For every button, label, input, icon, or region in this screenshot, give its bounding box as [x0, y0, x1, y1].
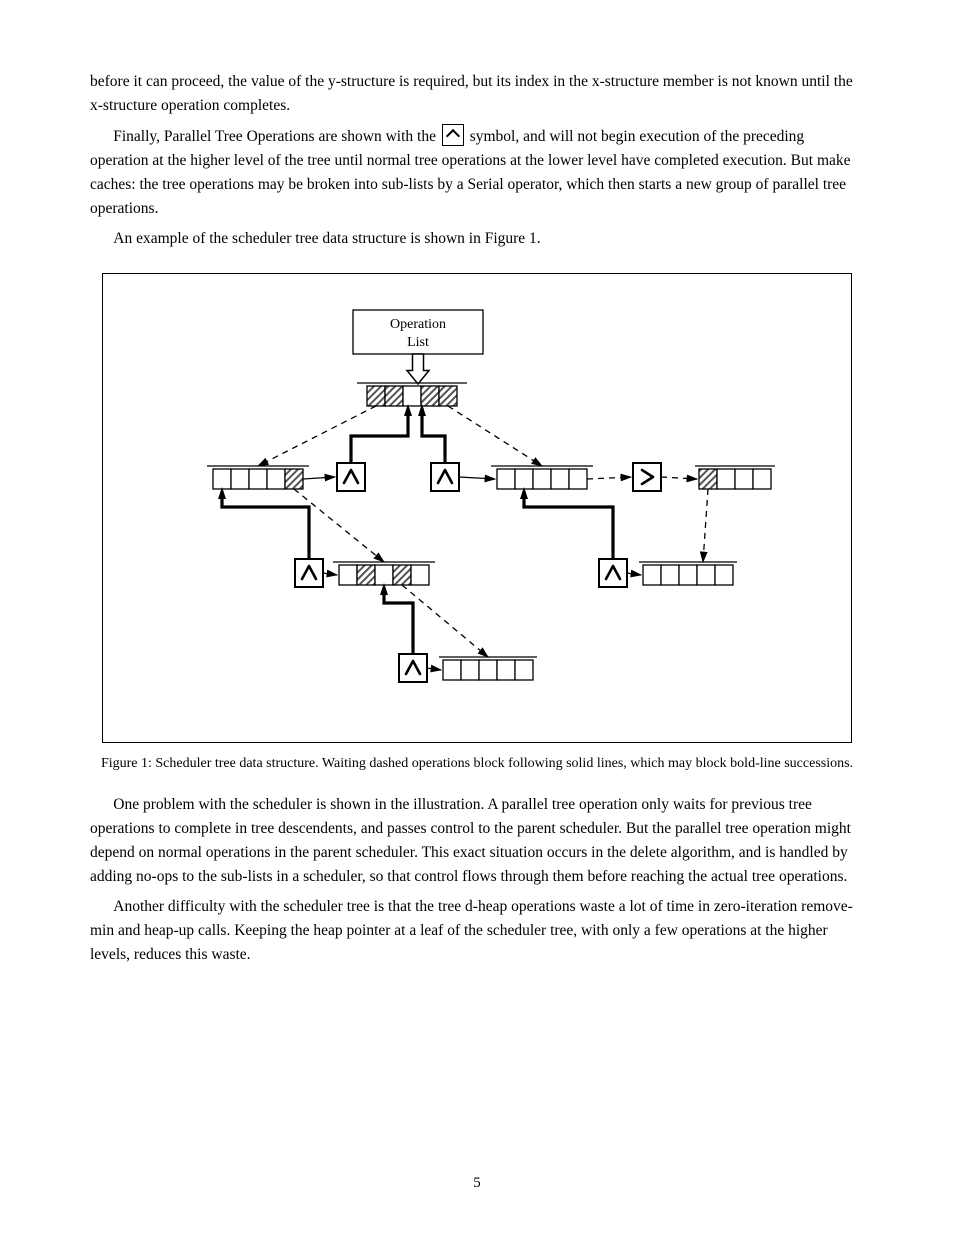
paragraph-4: One problem with the scheduler is shown …: [90, 793, 864, 889]
paragraph-3: An example of the scheduler tree data st…: [90, 227, 864, 251]
paragraph-2: Finally, Parallel Tree Operations are sh…: [90, 124, 864, 221]
figure-caption: Figure 1: Scheduler tree data structure.…: [90, 753, 864, 775]
figure-1: Operation List Figure 1: Scheduler tree d…: [90, 273, 864, 775]
svg-text:Operation: Operation: [390, 317, 446, 332]
page: before it can proceed, the value of the …: [0, 0, 954, 1235]
figure-frame: Operation List: [102, 273, 852, 743]
parallel-tree-op-icon: [442, 124, 464, 146]
p2-prefix: Finally, Parallel Tree Operations are sh…: [113, 128, 440, 145]
paragraph-1: before it can proceed, the value of the …: [90, 70, 864, 118]
paragraph-5: Another difficulty with the scheduler tr…: [90, 895, 864, 967]
svg-text:List: List: [407, 335, 429, 350]
page-number: 5: [0, 1172, 954, 1195]
diagram-svg: Operation List: [103, 274, 851, 742]
